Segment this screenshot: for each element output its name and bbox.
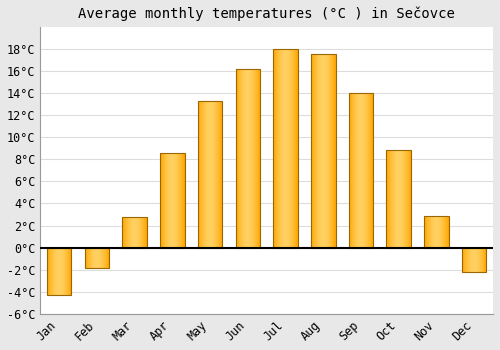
Bar	[311, 54, 336, 248]
Bar	[122, 217, 147, 248]
Bar	[236, 69, 260, 248]
Bar	[274, 49, 298, 248]
Bar	[47, 248, 72, 295]
Bar	[348, 93, 374, 248]
Bar	[462, 248, 486, 272]
Bar	[84, 248, 109, 267]
Bar	[160, 153, 184, 248]
Bar	[386, 150, 411, 248]
Bar	[424, 216, 448, 248]
Title: Average monthly temperatures (°C ) in Sečovce: Average monthly temperatures (°C ) in Se…	[78, 7, 455, 21]
Bar	[198, 101, 222, 248]
